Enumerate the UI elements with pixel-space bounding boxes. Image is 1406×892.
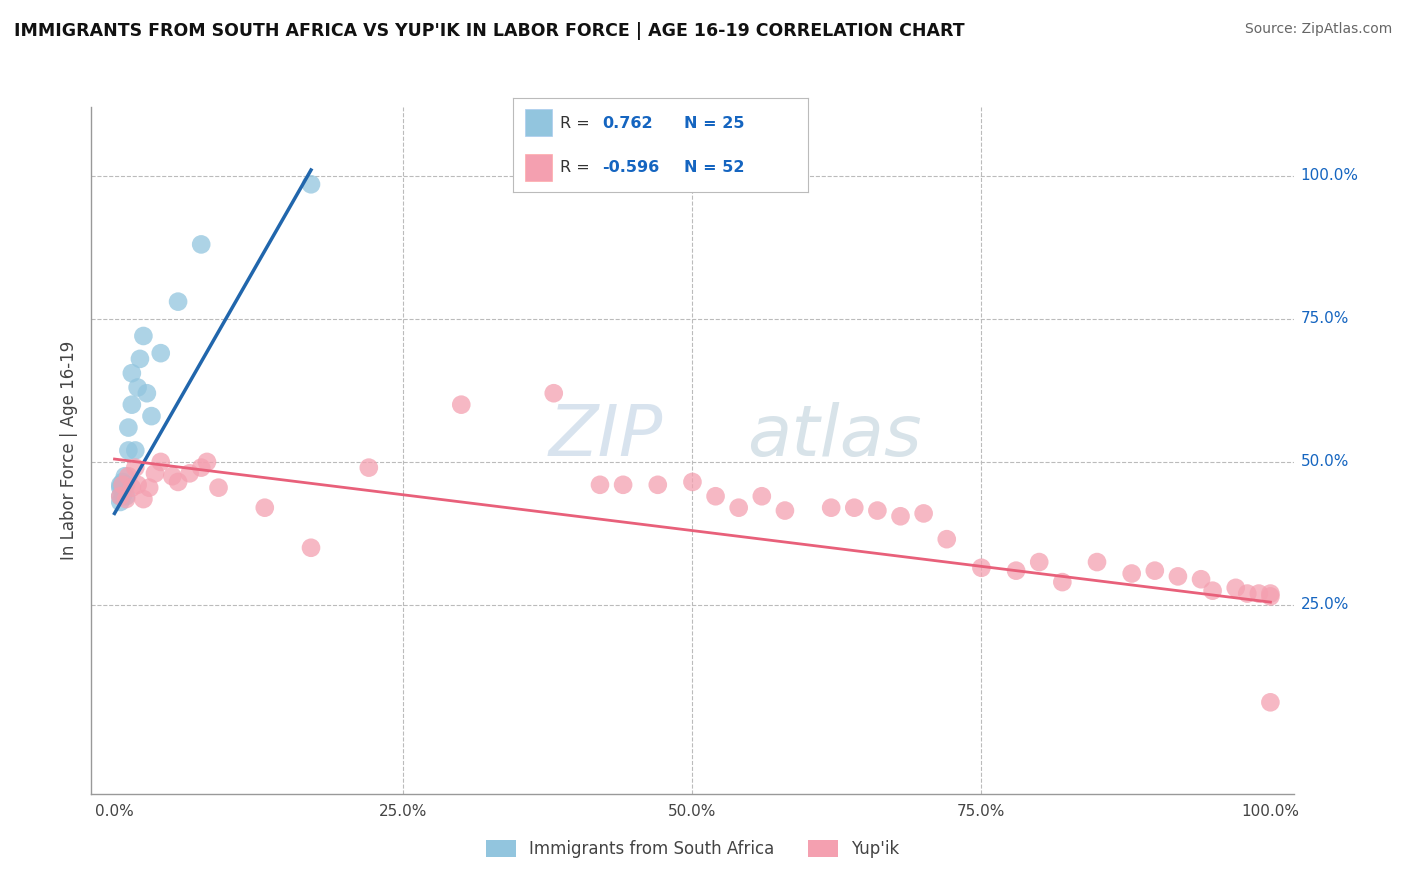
Point [866, 503, 889, 517]
Point [117, 420, 139, 434]
Point [132, 329, 155, 343]
Text: Source: ZipAtlas.com: Source: ZipAtlas.com [1244, 22, 1392, 37]
Point [111, 481, 134, 495]
Bar [524, 110, 551, 136]
Point [129, 351, 152, 366]
Point [1201, 583, 1223, 598]
Point [114, 478, 136, 492]
Text: atlas: atlas [747, 402, 921, 471]
Text: 50.0%: 50.0% [1301, 454, 1348, 469]
Point [114, 469, 136, 483]
Text: 100.0%: 100.0% [1301, 169, 1358, 183]
Point [110, 489, 132, 503]
Point [935, 532, 957, 546]
Point [253, 500, 276, 515]
Point [727, 500, 749, 515]
Text: -0.596: -0.596 [602, 160, 659, 175]
Point [704, 489, 727, 503]
Point [162, 469, 184, 483]
Point [115, 489, 138, 503]
Point [773, 503, 796, 517]
Point [117, 443, 139, 458]
Point [111, 478, 134, 492]
Point [127, 380, 149, 394]
Legend: Immigrants from South Africa, Yup'ik: Immigrants from South Africa, Yup'ik [479, 833, 905, 864]
Point [111, 489, 134, 503]
Point [121, 398, 143, 412]
Point [110, 489, 132, 503]
Point [820, 500, 842, 515]
Text: ZIP: ZIP [548, 402, 662, 471]
Point [127, 478, 149, 492]
Point [647, 478, 669, 492]
Point [1005, 564, 1028, 578]
Point [751, 489, 773, 503]
Point [970, 561, 993, 575]
Point [179, 467, 201, 481]
Point [111, 475, 134, 489]
Point [132, 492, 155, 507]
Point [1225, 581, 1247, 595]
Text: IMMIGRANTS FROM SOUTH AFRICA VS YUP'IK IN LABOR FORCE | AGE 16-19 CORRELATION CH: IMMIGRANTS FROM SOUTH AFRICA VS YUP'IK I… [14, 22, 965, 40]
Point [141, 409, 163, 424]
Point [681, 475, 703, 489]
Text: 0.762: 0.762 [602, 116, 652, 131]
Point [1052, 575, 1074, 590]
Text: 25.0%: 25.0% [1301, 598, 1348, 613]
Point [1236, 586, 1258, 600]
Point [110, 495, 132, 509]
Point [1189, 572, 1212, 586]
Text: R =: R = [561, 160, 595, 175]
Point [115, 492, 138, 507]
Point [844, 500, 866, 515]
Point [110, 481, 132, 495]
Point [1260, 590, 1282, 604]
Point [589, 478, 612, 492]
Point [299, 178, 322, 192]
Point [117, 469, 139, 483]
Point [135, 386, 157, 401]
Bar [524, 154, 551, 180]
Point [450, 398, 472, 412]
Point [121, 481, 143, 495]
Text: 75.0%: 75.0% [1301, 311, 1348, 326]
Point [149, 455, 172, 469]
Point [190, 237, 212, 252]
Point [612, 478, 634, 492]
Point [167, 475, 190, 489]
Point [1085, 555, 1108, 569]
Point [115, 478, 138, 492]
Point [1247, 586, 1270, 600]
Point [1167, 569, 1189, 583]
Point [1143, 564, 1166, 578]
Point [207, 481, 229, 495]
Text: R =: R = [561, 116, 595, 131]
Point [357, 460, 380, 475]
Text: N = 25: N = 25 [685, 116, 745, 131]
Point [1260, 586, 1282, 600]
Point [1121, 566, 1143, 581]
Point [138, 481, 160, 495]
Point [190, 460, 212, 475]
Point [195, 455, 218, 469]
Point [124, 460, 146, 475]
Point [143, 467, 166, 481]
Y-axis label: In Labor Force | Age 16-19: In Labor Force | Age 16-19 [59, 341, 77, 560]
Point [110, 478, 132, 492]
Point [889, 509, 911, 524]
Point [912, 507, 935, 521]
Text: N = 52: N = 52 [685, 160, 745, 175]
Point [167, 294, 190, 309]
Point [1260, 695, 1282, 709]
Point [121, 366, 143, 380]
Point [1028, 555, 1050, 569]
Point [124, 443, 146, 458]
Point [543, 386, 565, 401]
Point [149, 346, 172, 360]
Point [299, 541, 322, 555]
